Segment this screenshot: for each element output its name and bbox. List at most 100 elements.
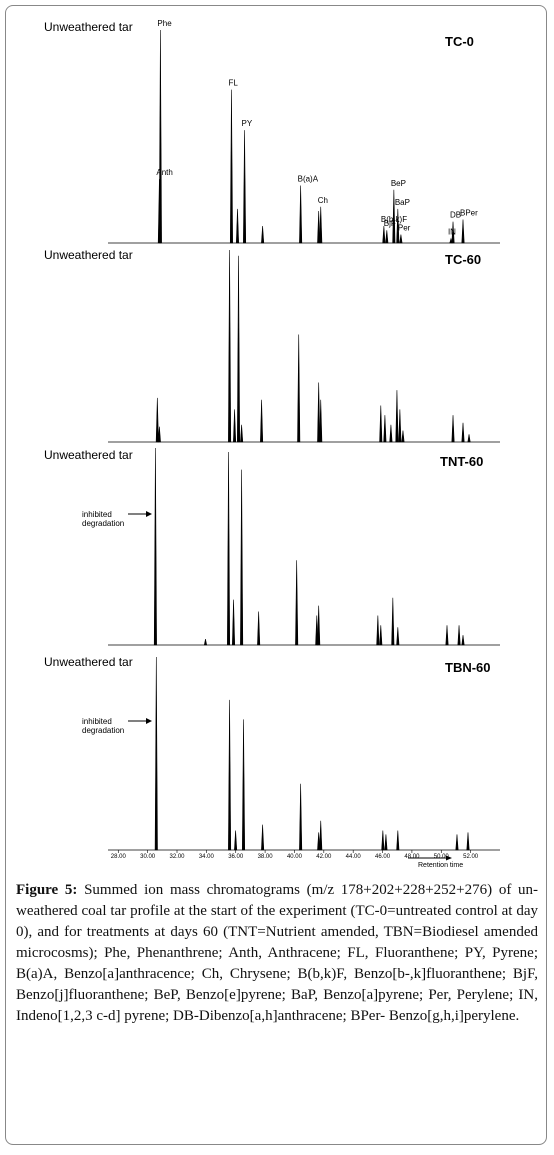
peak (317, 211, 321, 244)
x-tick-label: 38.00 (258, 854, 274, 860)
figure-frame (5, 5, 547, 1145)
axis-arrowhead (446, 855, 452, 861)
x-tick-label: 42.00 (316, 854, 332, 860)
peak-label: Ch (318, 196, 328, 205)
peak-label: Per (398, 223, 411, 232)
peak-label: B(a)A (298, 174, 319, 183)
x-axis-label: Retention time (418, 862, 463, 869)
peak (461, 635, 465, 646)
peak (261, 824, 265, 851)
peak (260, 399, 264, 443)
peak (451, 221, 455, 244)
peak (257, 611, 261, 646)
peak (242, 719, 246, 851)
peak (157, 426, 161, 443)
peak (389, 424, 393, 443)
peak (299, 185, 303, 244)
peak-label: Phe (157, 19, 172, 28)
sample-label: Unweathered tar (44, 248, 133, 262)
peak (467, 434, 471, 443)
peak-label: PY (242, 119, 253, 128)
peak (395, 390, 399, 443)
peak (317, 382, 321, 443)
annotation: inhibited degradation (82, 717, 125, 735)
peak (228, 699, 232, 851)
peak (228, 249, 232, 443)
peak (445, 625, 449, 646)
peak (376, 615, 380, 646)
peak (461, 219, 465, 244)
caption-label: Figure 5: (16, 882, 78, 898)
peak (392, 189, 396, 244)
peak (261, 225, 265, 244)
peak (232, 599, 236, 646)
peak (396, 830, 400, 851)
peak-label: BaP (395, 198, 410, 207)
sample-label: Unweathered tar (44, 20, 133, 34)
sample-label: Unweathered tar (44, 448, 133, 462)
peak (455, 834, 459, 851)
chromatograms: PheAnthFLPYB(a)AChB(b,k)FBjFBePBaPPerIND… (108, 19, 500, 869)
peak (451, 415, 455, 443)
peak (295, 560, 299, 646)
x-tick-label: 34.00 (199, 854, 215, 860)
peak (203, 639, 208, 646)
peak (384, 834, 388, 851)
sample-label: Unweathered tar (44, 655, 133, 669)
peak (385, 230, 389, 244)
peak (235, 208, 240, 244)
x-tick-label: 48.00 (404, 854, 420, 860)
peak (153, 447, 157, 646)
caption: Figure 5: Summed ion mass chromatograms … (16, 880, 538, 1027)
peak (449, 237, 453, 244)
panel-name: TBN-60 (445, 660, 491, 675)
peak (319, 820, 323, 851)
peak (391, 597, 395, 646)
peak-label: DB (450, 211, 461, 220)
peak (154, 656, 158, 851)
annotation-arrowhead (146, 511, 152, 517)
peak (317, 832, 321, 851)
peak (237, 255, 241, 443)
x-tick-label: 50.00 (434, 854, 450, 860)
x-tick-label: 36.00 (228, 854, 244, 860)
peak (381, 830, 385, 851)
peak (379, 405, 383, 443)
peak (299, 783, 303, 851)
peak (157, 179, 161, 244)
peak-label: Anth (156, 168, 172, 177)
peak (382, 225, 386, 244)
caption-text: Summed ion mass chromatograms (m/z 178+2… (16, 882, 538, 1024)
panel-name: TC-0 (445, 34, 474, 49)
peak (398, 409, 402, 443)
peak (396, 627, 400, 646)
peak (319, 399, 323, 443)
x-tick-label: 44.00 (346, 854, 362, 860)
peak (240, 469, 244, 646)
peak (466, 832, 470, 851)
peak (315, 615, 319, 646)
peak-label: IN (448, 228, 456, 237)
x-tick-label: 32.00 (169, 854, 185, 860)
peak (457, 625, 461, 646)
peak (229, 89, 233, 244)
peak (399, 234, 403, 244)
peak (383, 415, 387, 443)
peak (233, 409, 237, 443)
peak (396, 208, 400, 244)
peak-label: BPer (460, 209, 478, 218)
peak (155, 397, 159, 443)
panel-name: TC-60 (445, 252, 482, 267)
peak (379, 625, 383, 646)
annotation: inhibited degradation (82, 510, 125, 528)
peak (227, 451, 231, 646)
annotation-arrowhead (146, 718, 152, 724)
x-tick-label: 30.00 (140, 854, 156, 860)
panel-name: TNT-60 (440, 454, 484, 469)
peak-label: FL (228, 79, 238, 88)
x-tick-label: 40.00 (287, 854, 303, 860)
peak (317, 605, 321, 646)
peak (234, 830, 238, 851)
peak (243, 130, 247, 244)
